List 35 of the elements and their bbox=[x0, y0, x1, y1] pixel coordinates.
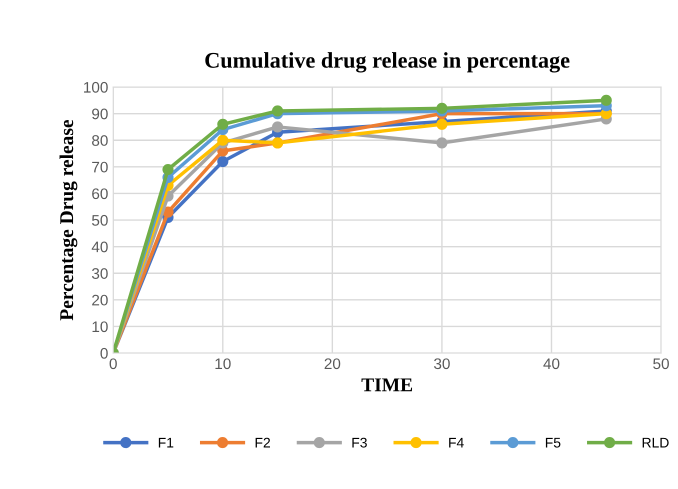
legend-label: F2 bbox=[256, 438, 270, 448]
y-tick-label: 60 bbox=[92, 188, 108, 200]
point bbox=[162, 164, 174, 176]
y-tick-label: 90 bbox=[92, 108, 108, 120]
y-tick-label: 50 bbox=[92, 214, 108, 226]
x-axis-title: TIME bbox=[362, 378, 412, 392]
x-tick-label: 20 bbox=[324, 358, 340, 370]
point bbox=[600, 94, 612, 106]
x-tick-label: 40 bbox=[543, 358, 560, 370]
y-tick-label: 20 bbox=[92, 294, 108, 306]
x-tick-label: 30 bbox=[434, 358, 450, 370]
legend-label: F1 bbox=[158, 438, 174, 448]
point bbox=[272, 105, 284, 117]
y-tick-label: 100 bbox=[84, 82, 108, 93]
y-tick-label: 10 bbox=[92, 321, 108, 332]
y-tick-label: 30 bbox=[92, 268, 108, 279]
legend-label: RLD bbox=[642, 438, 669, 448]
point bbox=[217, 134, 228, 146]
x-tick-label: 0 bbox=[110, 358, 117, 370]
y-tick-label: 70 bbox=[92, 162, 108, 173]
legend-label: F4 bbox=[449, 438, 464, 448]
x-tick-label: 50 bbox=[653, 358, 669, 370]
y-tick-label: 40 bbox=[92, 242, 108, 252]
y-tick-label: 0 bbox=[100, 348, 108, 359]
point bbox=[217, 118, 228, 130]
x-tick-label: 10 bbox=[215, 358, 231, 370]
chart-title: Cumulative drug release in percentage bbox=[205, 52, 570, 73]
legend-label: F5 bbox=[546, 438, 560, 448]
legend-label: F3 bbox=[352, 438, 367, 448]
y-tick-label: 80 bbox=[92, 135, 108, 146]
point bbox=[436, 102, 448, 114]
y-axis-title: Percentage Drug release bbox=[60, 120, 78, 320]
point bbox=[217, 156, 228, 168]
point bbox=[436, 137, 448, 148]
point bbox=[272, 121, 284, 132]
